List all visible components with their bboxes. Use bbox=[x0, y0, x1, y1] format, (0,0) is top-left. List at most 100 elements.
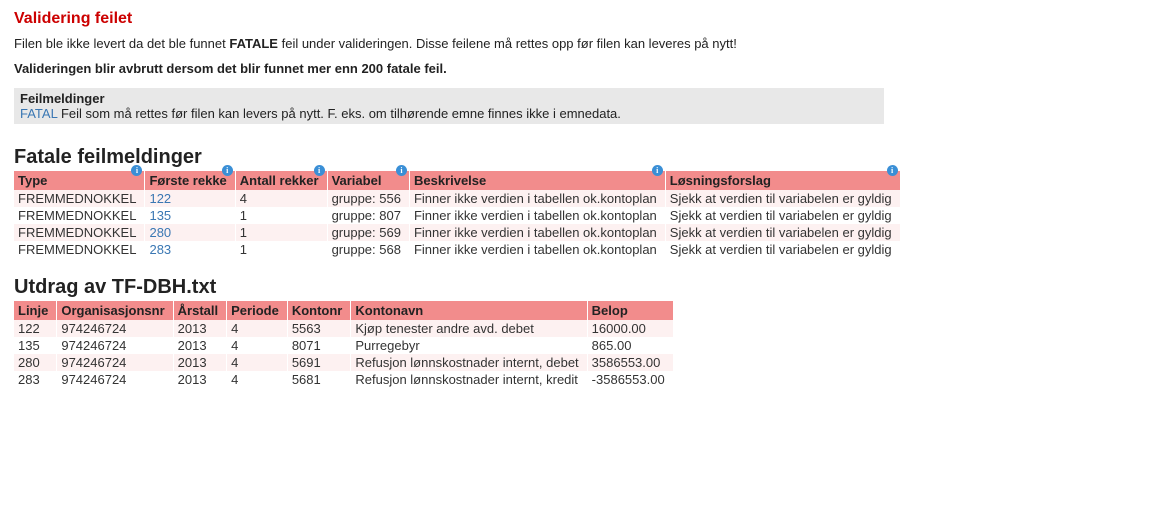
cell-row-count: 1 bbox=[235, 241, 327, 258]
cell-row-count: 1 bbox=[235, 207, 327, 224]
fatal-errors-title: Fatale feilmeldinger bbox=[14, 146, 1161, 169]
msgbox-body: FATAL Feil som må rettes før filen kan l… bbox=[20, 106, 878, 121]
cell-type: FREMMEDNOKKEL bbox=[14, 207, 145, 224]
cell-type: FREMMEDNOKKEL bbox=[14, 190, 145, 207]
cell-line: 135 bbox=[14, 337, 57, 354]
cell-line: 280 bbox=[14, 354, 57, 371]
excerpt-title: Utdrag av TF-DBH.txt bbox=[14, 276, 1161, 299]
cell-first-row[interactable]: 280 bbox=[145, 224, 235, 241]
cell-orgnr: 974246724 bbox=[57, 320, 173, 337]
intro-paragraph: Filen ble ikke levert da det ble funnet … bbox=[14, 36, 1161, 51]
cell-period: 4 bbox=[227, 354, 288, 371]
col-accountnr[interactable]: Kontonr bbox=[287, 301, 351, 320]
info-icon[interactable]: i bbox=[222, 165, 233, 176]
excerpt-table: Linje Organisasjonsnr Årstall Periode Ko… bbox=[14, 301, 674, 388]
col-description[interactable]: Beskrivelsei bbox=[409, 171, 665, 190]
col-solution-label: Løsningsforslag bbox=[670, 173, 771, 188]
info-icon[interactable]: i bbox=[652, 165, 663, 176]
col-line[interactable]: Linje bbox=[14, 301, 57, 320]
cell-solution: Sjekk at verdien til variabelen er gyldi… bbox=[665, 190, 900, 207]
table-row: FREMMEDNOKKEL1224gruppe: 556Finner ikke … bbox=[14, 190, 900, 207]
table-row: FREMMEDNOKKEL2831gruppe: 568Finner ikke … bbox=[14, 241, 900, 258]
col-first-row[interactable]: Første rekkei bbox=[145, 171, 235, 190]
cell-variable: gruppe: 568 bbox=[327, 241, 409, 258]
cell-description: Finner ikke verdien i tabellen ok.kontop… bbox=[409, 207, 665, 224]
col-amount[interactable]: Belop bbox=[587, 301, 673, 320]
intro-text-before: Filen ble ikke levert da det ble funnet bbox=[14, 36, 229, 51]
table-row: 135974246724201348071Purregebyr865.00 bbox=[14, 337, 673, 354]
col-type-label: Type bbox=[18, 173, 47, 188]
col-description-label: Beskrivelse bbox=[414, 173, 486, 188]
intro-strong: FATALE bbox=[229, 36, 278, 51]
col-variable[interactable]: Variabeli bbox=[327, 171, 409, 190]
fatal-errors-table: Typei Første rekkei Antall rekkeri Varia… bbox=[14, 171, 901, 258]
cell-amount: -3586553.00 bbox=[587, 371, 673, 388]
col-type[interactable]: Typei bbox=[14, 171, 145, 190]
info-icon[interactable]: i bbox=[314, 165, 325, 176]
col-period[interactable]: Periode bbox=[227, 301, 288, 320]
intro-text-after: feil under valideringen. Disse feilene m… bbox=[278, 36, 737, 51]
cell-amount: 3586553.00 bbox=[587, 354, 673, 371]
cell-accountnr: 5681 bbox=[287, 371, 351, 388]
excerpt-table-header-row: Linje Organisasjonsnr Årstall Periode Ko… bbox=[14, 301, 673, 320]
cell-accountname: Refusjon lønnskostnader internt, debet bbox=[351, 354, 587, 371]
cell-row-count: 1 bbox=[235, 224, 327, 241]
col-first-row-label: Første rekke bbox=[149, 173, 226, 188]
col-orgnr[interactable]: Organisasjonsnr bbox=[57, 301, 173, 320]
cell-first-row[interactable]: 283 bbox=[145, 241, 235, 258]
col-year[interactable]: Årstall bbox=[173, 301, 226, 320]
table-row: 280974246724201345691Refusjon lønnskostn… bbox=[14, 354, 673, 371]
col-row-count-label: Antall rekker bbox=[240, 173, 319, 188]
table-row: 122974246724201345563Kjøp tenester andre… bbox=[14, 320, 673, 337]
cell-variable: gruppe: 569 bbox=[327, 224, 409, 241]
cell-row-count: 4 bbox=[235, 190, 327, 207]
msgbox-text: Feil som må rettes før filen kan levers … bbox=[57, 106, 621, 121]
col-row-count[interactable]: Antall rekkeri bbox=[235, 171, 327, 190]
cell-description: Finner ikke verdien i tabellen ok.kontop… bbox=[409, 224, 665, 241]
cell-amount: 16000.00 bbox=[587, 320, 673, 337]
cell-year: 2013 bbox=[173, 320, 226, 337]
msgbox-title: Feilmeldinger bbox=[20, 91, 878, 106]
cell-type: FREMMEDNOKKEL bbox=[14, 224, 145, 241]
cell-description: Finner ikke verdien i tabellen ok.kontop… bbox=[409, 241, 665, 258]
info-icon[interactable]: i bbox=[887, 165, 898, 176]
validation-failed-title: Validering feilet bbox=[14, 10, 1161, 28]
cell-accountnr: 8071 bbox=[287, 337, 351, 354]
cell-accountname: Purregebyr bbox=[351, 337, 587, 354]
cell-orgnr: 974246724 bbox=[57, 337, 173, 354]
cell-solution: Sjekk at verdien til variabelen er gyldi… bbox=[665, 241, 900, 258]
cell-period: 4 bbox=[227, 371, 288, 388]
cell-variable: gruppe: 807 bbox=[327, 207, 409, 224]
cell-line: 122 bbox=[14, 320, 57, 337]
info-icon[interactable]: i bbox=[396, 165, 407, 176]
table-row: FREMMEDNOKKEL1351gruppe: 807Finner ikke … bbox=[14, 207, 900, 224]
error-messages-box: Feilmeldinger FATAL Feil som må rettes f… bbox=[14, 88, 884, 124]
cell-orgnr: 974246724 bbox=[57, 371, 173, 388]
cell-year: 2013 bbox=[173, 337, 226, 354]
col-variable-label: Variabel bbox=[332, 173, 382, 188]
cell-solution: Sjekk at verdien til variabelen er gyldi… bbox=[665, 224, 900, 241]
cell-orgnr: 974246724 bbox=[57, 354, 173, 371]
cell-period: 4 bbox=[227, 337, 288, 354]
cell-accountnr: 5563 bbox=[287, 320, 351, 337]
cell-year: 2013 bbox=[173, 354, 226, 371]
cell-variable: gruppe: 556 bbox=[327, 190, 409, 207]
cell-period: 4 bbox=[227, 320, 288, 337]
cell-year: 2013 bbox=[173, 371, 226, 388]
fatal-tag: FATAL bbox=[20, 106, 57, 121]
col-accountname[interactable]: Kontonavn bbox=[351, 301, 587, 320]
cell-description: Finner ikke verdien i tabellen ok.kontop… bbox=[409, 190, 665, 207]
cell-accountname: Kjøp tenester andre avd. debet bbox=[351, 320, 587, 337]
cell-amount: 865.00 bbox=[587, 337, 673, 354]
cell-first-row[interactable]: 122 bbox=[145, 190, 235, 207]
info-icon[interactable]: i bbox=[131, 165, 142, 176]
abort-note: Valideringen blir avbrutt dersom det bli… bbox=[14, 61, 1161, 76]
cell-accountnr: 5691 bbox=[287, 354, 351, 371]
fatal-table-header-row: Typei Første rekkei Antall rekkeri Varia… bbox=[14, 171, 900, 190]
cell-first-row[interactable]: 135 bbox=[145, 207, 235, 224]
col-solution[interactable]: Løsningsforslagi bbox=[665, 171, 900, 190]
cell-line: 283 bbox=[14, 371, 57, 388]
table-row: FREMMEDNOKKEL2801gruppe: 569Finner ikke … bbox=[14, 224, 900, 241]
cell-solution: Sjekk at verdien til variabelen er gyldi… bbox=[665, 207, 900, 224]
cell-type: FREMMEDNOKKEL bbox=[14, 241, 145, 258]
